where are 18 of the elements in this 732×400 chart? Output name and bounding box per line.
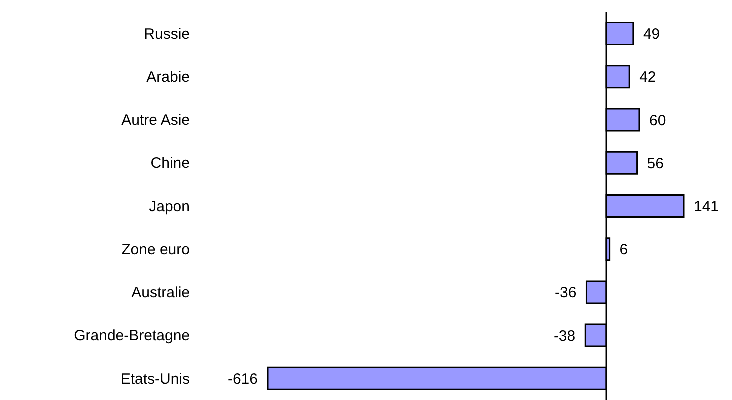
data-label: 49	[643, 26, 660, 44]
y-tick-label: Grande-Bretagne	[74, 328, 190, 345]
data-label: 42	[640, 69, 656, 86]
data-label: -36	[555, 284, 577, 302]
y-tick-label: Autre Asie	[122, 112, 190, 130]
y-tick-label: Etats-Unis	[120, 370, 190, 388]
y-tick-label: Japon	[149, 198, 190, 216]
data-label: -38	[554, 328, 576, 345]
data-label: 6	[620, 242, 628, 259]
y-tick-label: Arabie	[146, 68, 190, 86]
data-label: 141	[694, 198, 720, 216]
y-tick-label: Russie	[144, 26, 190, 43]
y-tick-label: Zone euro	[122, 241, 190, 258]
y-tick-label: Australie	[132, 284, 190, 302]
data-label: 60	[649, 112, 666, 130]
data-label: 56	[647, 155, 664, 172]
y-tick-label: Chine	[150, 155, 190, 172]
data-label: -616	[228, 370, 258, 388]
